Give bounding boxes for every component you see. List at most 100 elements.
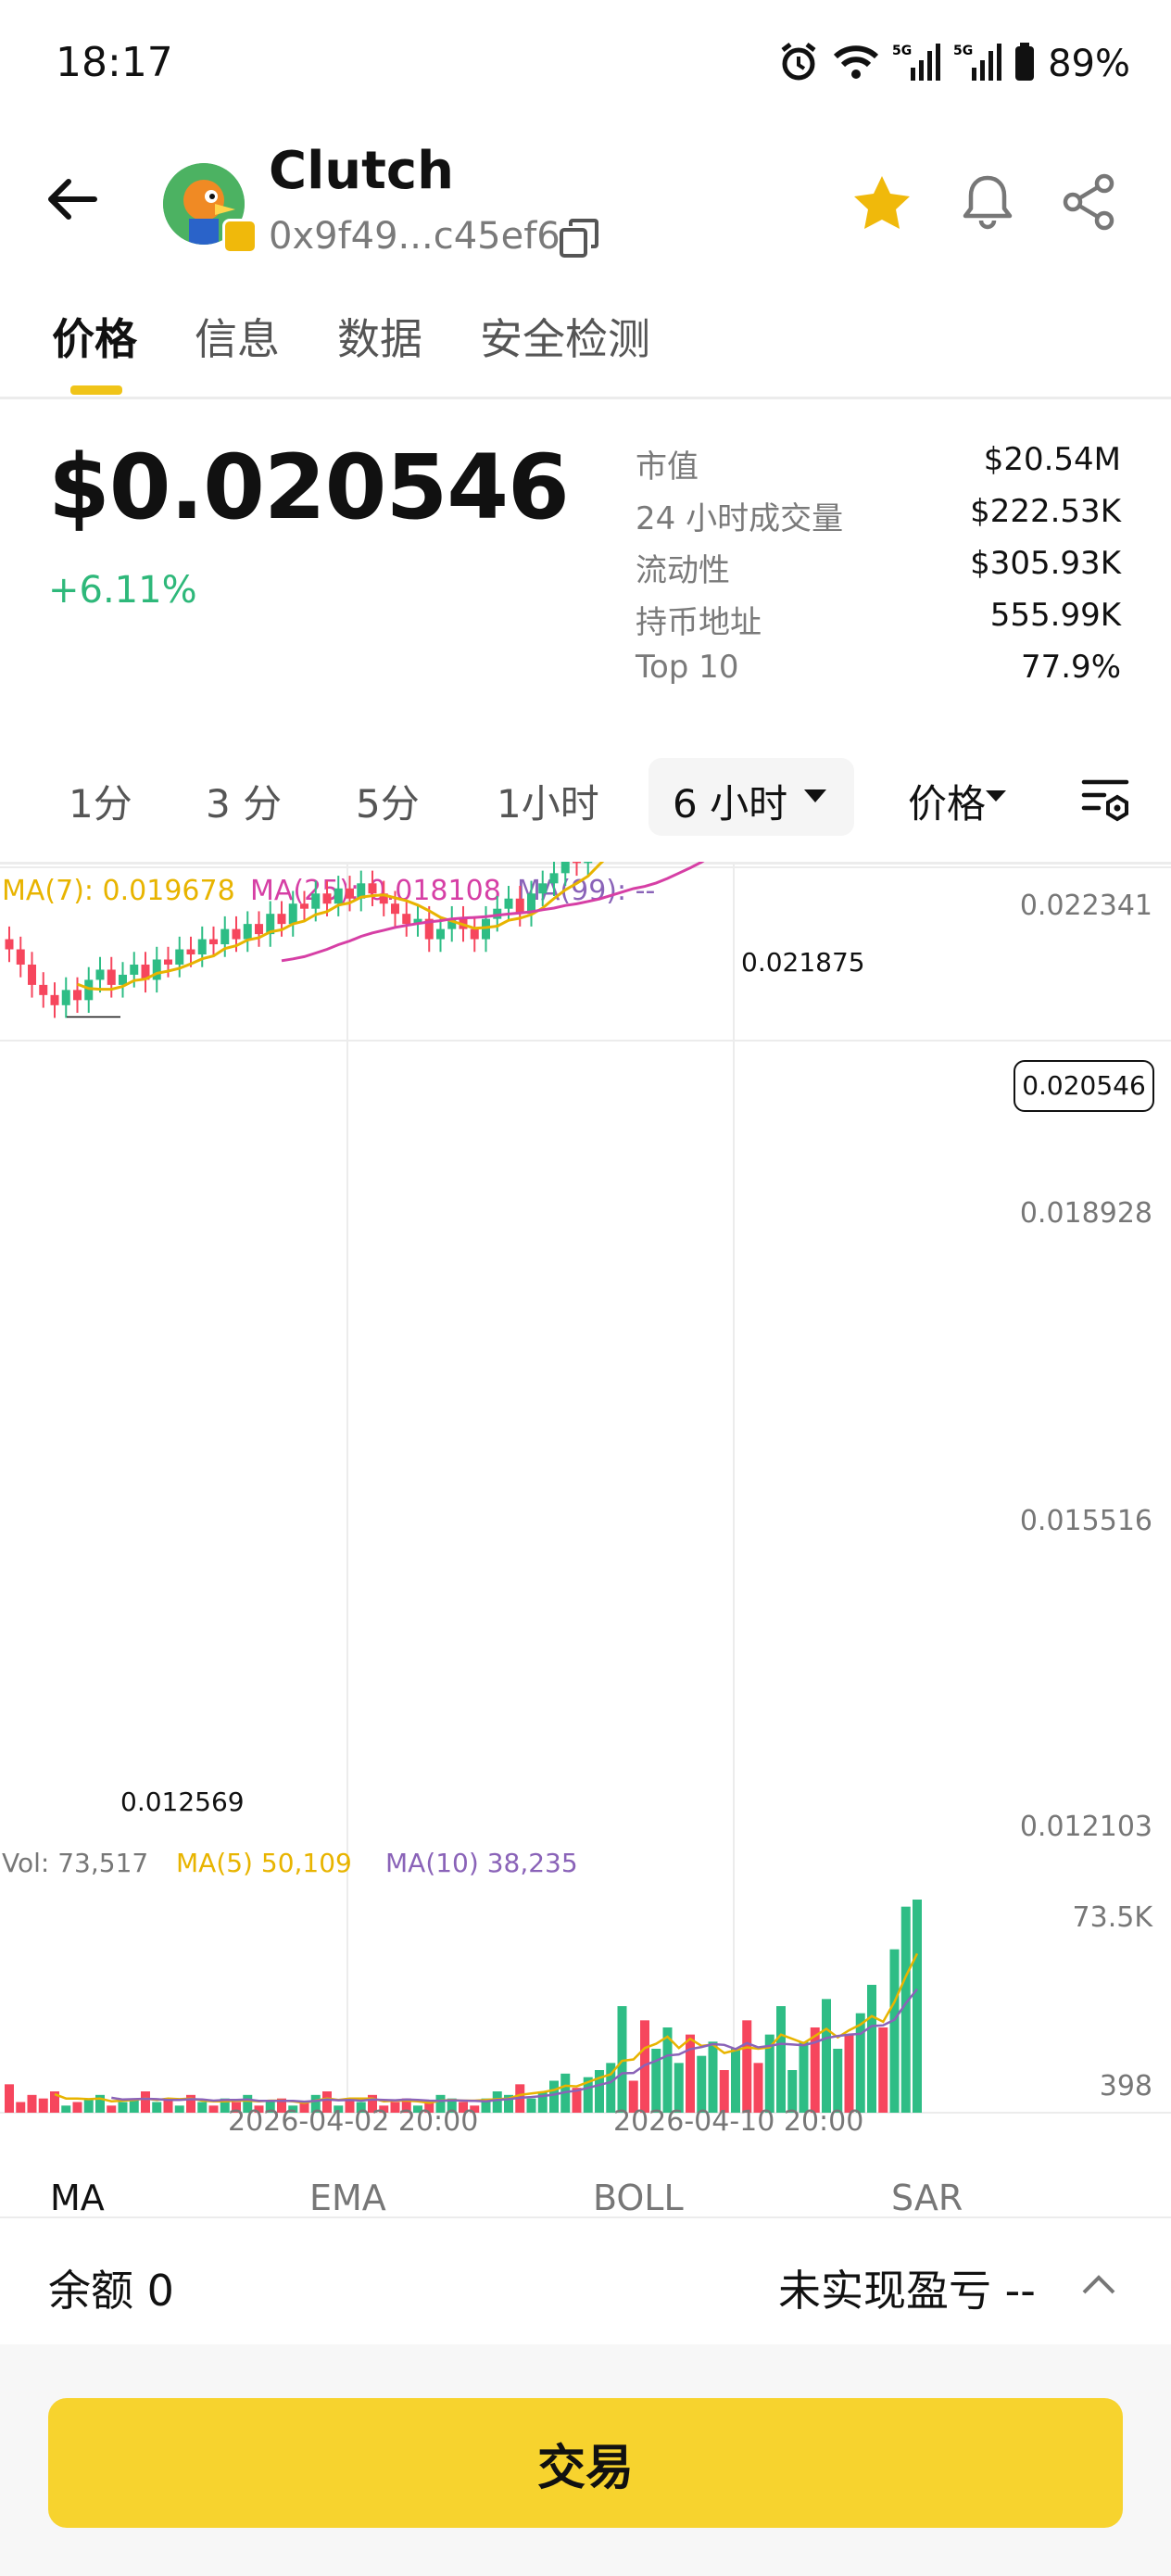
volume-bar xyxy=(492,2091,502,2113)
chain-badge-icon xyxy=(222,219,258,254)
token-address: 0x9f49...c45ef6 xyxy=(269,215,560,258)
candle-body xyxy=(504,898,513,909)
copy-address-button[interactable] xyxy=(558,217,600,259)
stat-label-market-cap: 市值 xyxy=(636,448,699,486)
candle-body xyxy=(311,893,321,909)
volume-bar xyxy=(50,2091,59,2113)
candle-body xyxy=(266,914,275,935)
back-button[interactable] xyxy=(43,169,104,230)
volume-legend: Vol: 73,517 xyxy=(2,1848,149,1878)
status-icons: 5G 5G 89% xyxy=(777,41,1130,87)
tab-info[interactable]: 信息 xyxy=(195,314,280,364)
candle-body xyxy=(300,903,308,909)
volume-bar xyxy=(628,2080,638,2113)
candle-body xyxy=(209,939,218,945)
spacer xyxy=(0,1106,1171,1416)
star-icon xyxy=(854,176,910,229)
volume-bar xyxy=(686,2034,695,2113)
volume-bar xyxy=(72,2102,82,2113)
trade-button[interactable]: 交易 xyxy=(48,2398,1123,2528)
volume-bar xyxy=(526,2098,536,2113)
interval-5m[interactable]: 5分 xyxy=(356,781,420,827)
volume-bar xyxy=(197,2102,208,2113)
volume-bar xyxy=(334,2105,344,2113)
volume-bar xyxy=(889,1949,900,2113)
volume-bar xyxy=(232,2102,241,2113)
volume-bar xyxy=(878,2027,888,2113)
candle-body xyxy=(232,928,241,940)
stat-label-volume: 24 小时成交量 xyxy=(636,500,844,537)
volume-bar xyxy=(163,2098,173,2113)
candle-body xyxy=(447,918,457,929)
volume-bar xyxy=(277,2098,286,2113)
share-button[interactable] xyxy=(1056,169,1123,235)
battery-level: 89% xyxy=(1048,43,1130,85)
candle-body xyxy=(402,914,411,925)
candle-body xyxy=(95,969,105,980)
candle-body xyxy=(515,898,524,915)
favorite-button[interactable] xyxy=(849,170,915,237)
volume-bar xyxy=(254,2105,264,2113)
volume-bar xyxy=(38,2098,48,2113)
interval-1m[interactable]: 1分 xyxy=(69,781,132,827)
alarm-icon xyxy=(777,41,820,87)
volume-bar xyxy=(27,2094,37,2113)
unrealized-pnl[interactable]: 未实现盈亏 -- xyxy=(778,2266,1036,2316)
candle-body xyxy=(368,883,377,894)
x-label-1: 2026-04-10 20:00 xyxy=(613,2105,864,2138)
volume-bar xyxy=(356,2102,366,2113)
tab-security-check[interactable]: 安全检测 xyxy=(480,314,650,364)
volume-bar xyxy=(900,1906,911,2113)
volume-bar xyxy=(595,2070,604,2113)
volume-bar xyxy=(787,2070,798,2113)
volume-bar xyxy=(61,2105,71,2113)
indicator-ema[interactable]: EMA xyxy=(309,2178,386,2218)
volume-bar xyxy=(322,2091,332,2113)
indicator-boll[interactable]: BOLL xyxy=(593,2178,684,2218)
volume-bar xyxy=(867,1985,876,2113)
candle-body xyxy=(107,969,116,985)
volume-ma5-legend: MA(5) 50,109 xyxy=(176,1848,352,1878)
volume-min-label: 398 xyxy=(1099,2070,1152,2102)
ma7-legend: MA(7): 0.019678 xyxy=(2,875,235,907)
volume-bar xyxy=(310,2094,321,2113)
stat-label-top10: Top 10 xyxy=(636,649,739,686)
copy-icon xyxy=(560,219,598,258)
volume-bar xyxy=(674,2063,684,2113)
volume-bar xyxy=(753,2063,763,2113)
divider xyxy=(0,862,1171,865)
volume-bar xyxy=(299,2102,309,2113)
divider xyxy=(0,2216,1171,2218)
battery-icon xyxy=(1014,43,1035,85)
chevron-up-icon[interactable] xyxy=(1078,2267,1119,2304)
volume-bar xyxy=(107,2105,117,2113)
candlestick-chart[interactable] xyxy=(0,862,1171,2150)
interval-3m[interactable]: 3 分 xyxy=(206,781,283,827)
share-icon xyxy=(1063,173,1114,231)
indicator-ma[interactable]: MA xyxy=(50,2178,105,2218)
candle-body xyxy=(61,990,70,1005)
signal-5g-icon: 5G xyxy=(892,42,941,86)
chart-settings-button[interactable] xyxy=(1077,769,1134,827)
divider xyxy=(0,397,1171,399)
price-mode-dropdown[interactable]: 价格 xyxy=(908,781,987,827)
arrow-left-icon xyxy=(48,179,97,220)
volume-bar xyxy=(424,2102,434,2113)
stat-value-volume: $222.53K xyxy=(970,493,1121,530)
indicator-sar[interactable]: SAR xyxy=(891,2178,963,2218)
volume-bar xyxy=(640,2020,649,2113)
alert-button[interactable] xyxy=(954,169,1021,235)
high-price-label: 0.021875 xyxy=(741,947,865,978)
volume-bar xyxy=(617,2006,627,2113)
volume-bar xyxy=(152,2102,162,2113)
tab-data[interactable]: 数据 xyxy=(337,314,422,364)
candle-body xyxy=(164,959,172,965)
candle-body xyxy=(186,949,195,955)
volume-bar xyxy=(390,2102,400,2113)
candle-body xyxy=(243,924,252,940)
candle-body xyxy=(175,949,184,965)
candle-body xyxy=(436,928,445,940)
tab-price[interactable]: 价格 xyxy=(52,314,137,364)
candle-body xyxy=(277,914,286,925)
interval-1h[interactable]: 1小时 xyxy=(497,781,599,827)
